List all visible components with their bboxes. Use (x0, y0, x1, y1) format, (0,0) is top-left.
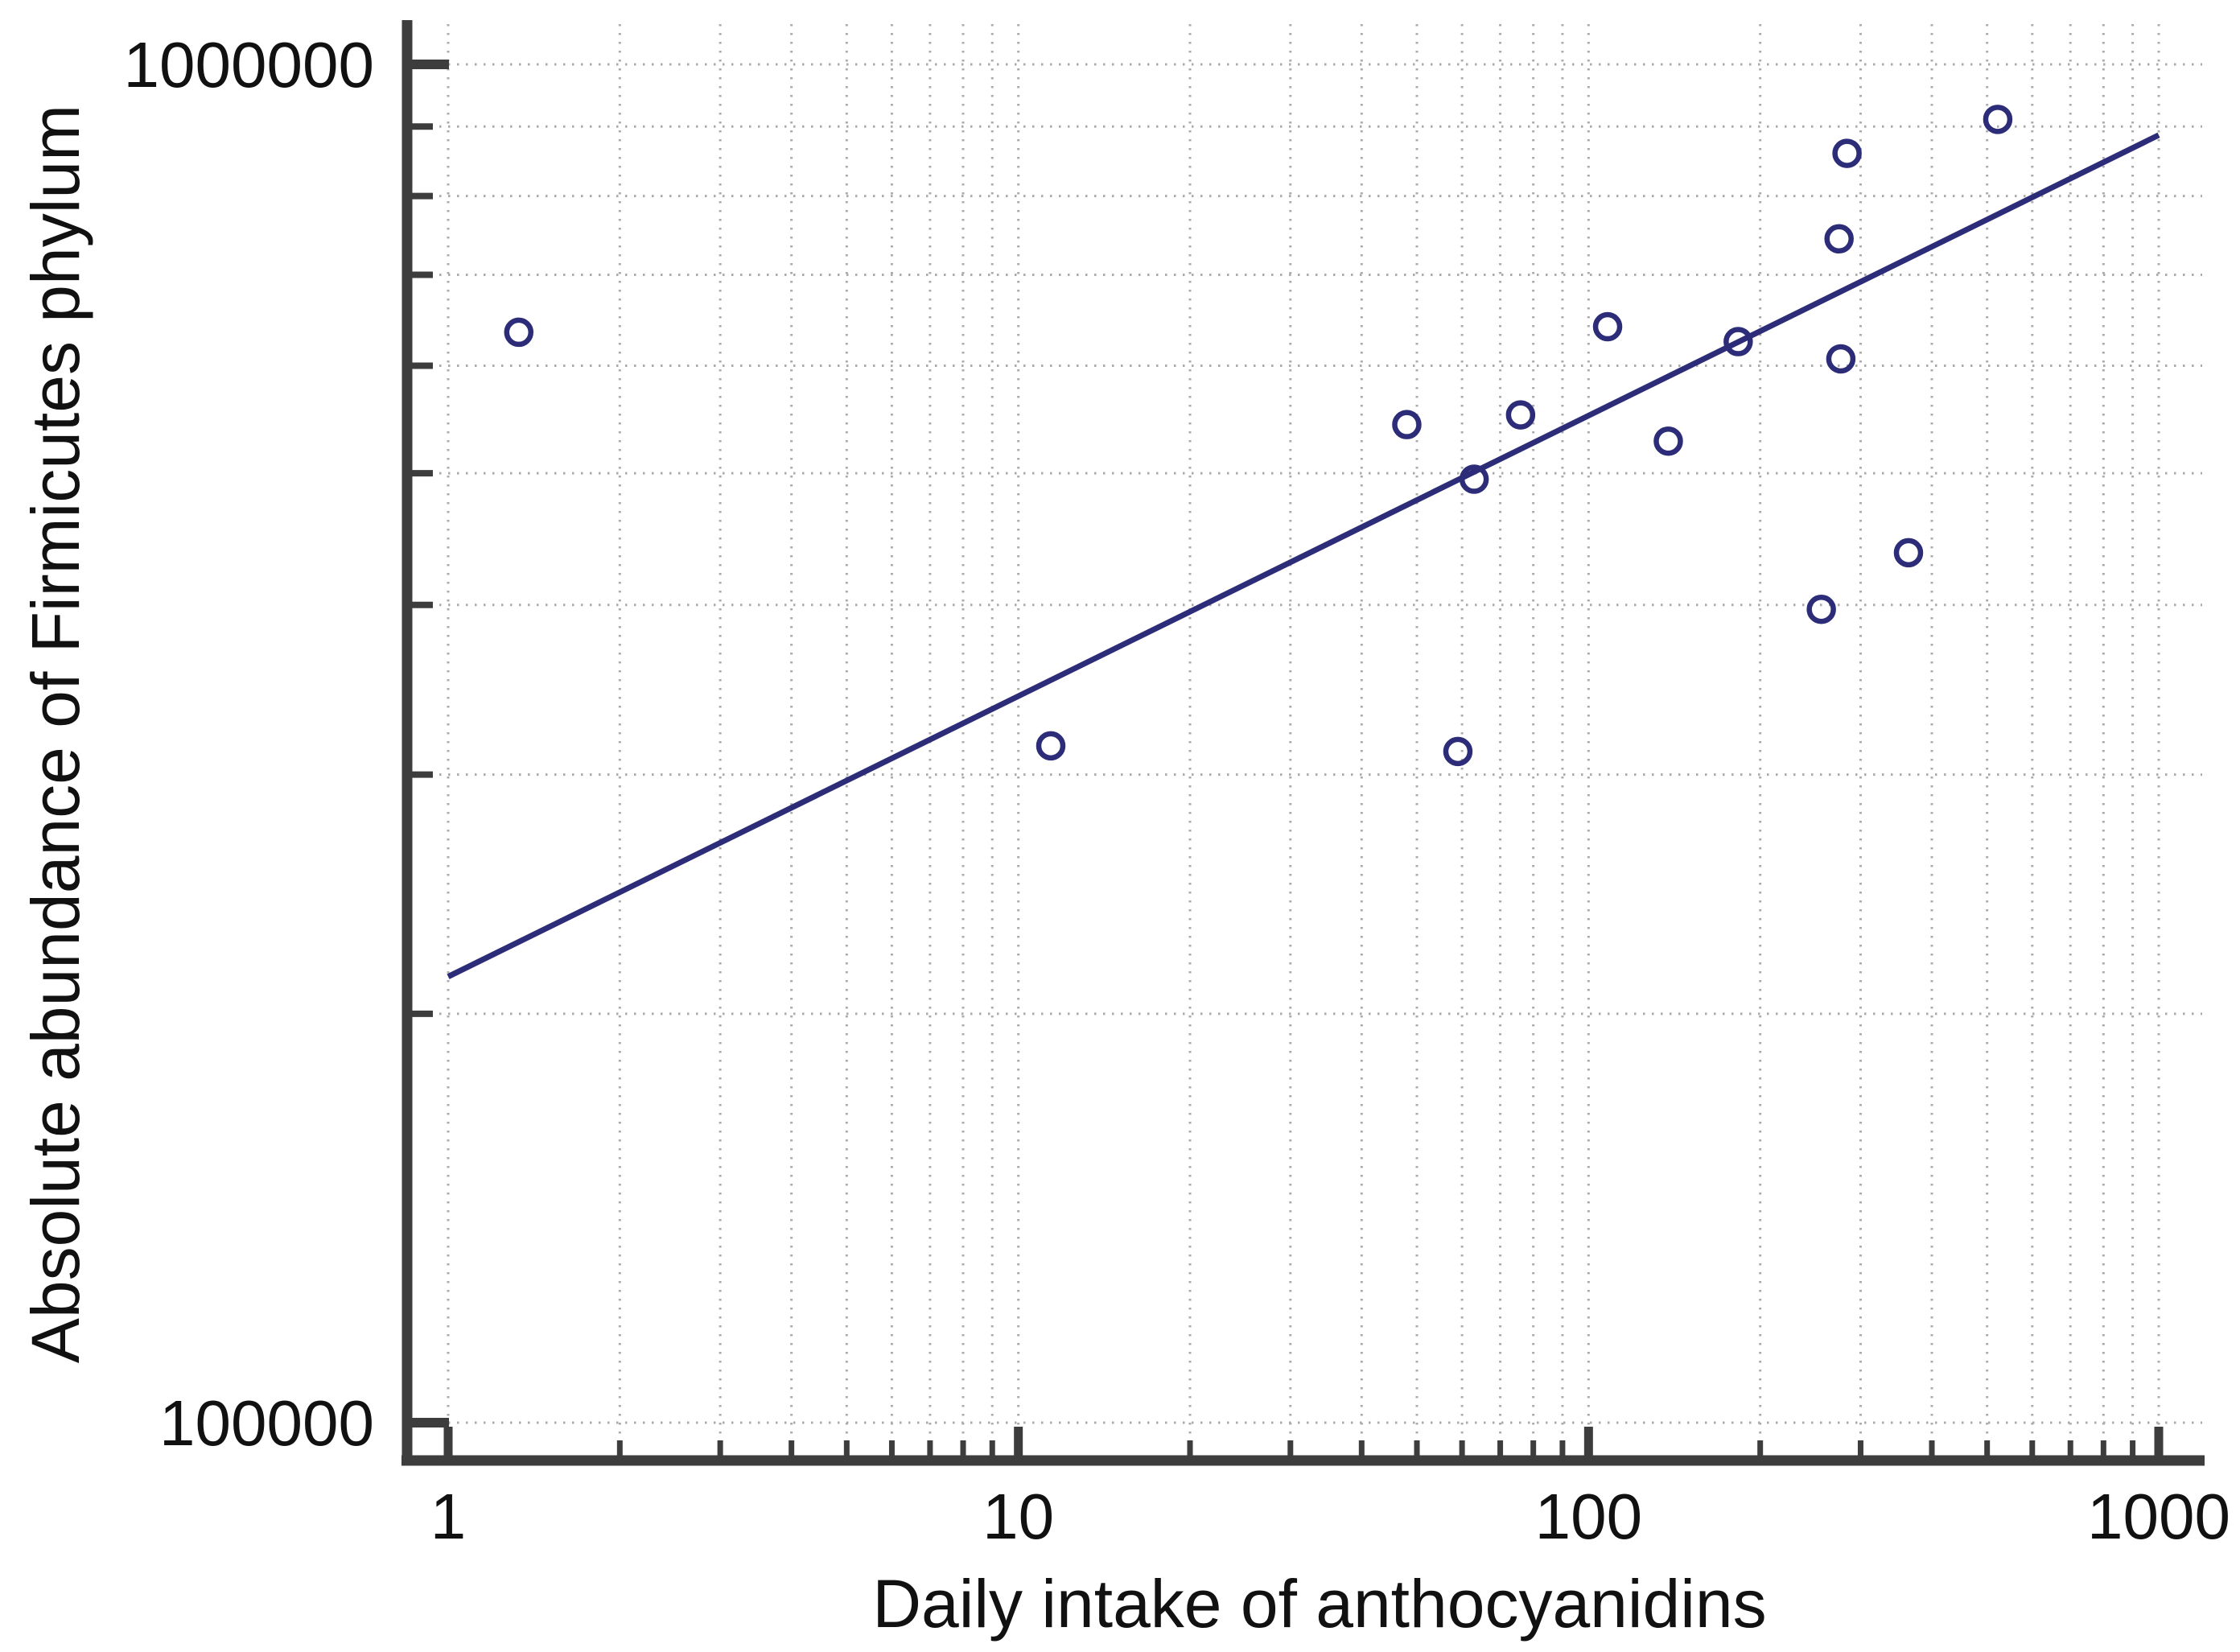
data-point (1983, 105, 2013, 134)
data-point (1392, 410, 1422, 439)
axes (401, 20, 2205, 1466)
data-series (447, 105, 2160, 979)
data-point (1832, 138, 1862, 168)
gridlines (404, 24, 2202, 1460)
data-point (1653, 426, 1683, 456)
x-tick-label: 1 (430, 1481, 467, 1552)
data-point (1036, 731, 1066, 761)
data-point (1806, 594, 1836, 624)
x-tick-label: 1000 (2087, 1481, 2230, 1552)
trend-line (447, 132, 2160, 979)
x-axis-title: Daily intake of anthocyanidins (872, 1566, 1766, 1642)
y-tick-label: 1000000 (124, 29, 374, 101)
tick-labels: 1 10 100 1000 100000 1000000 (124, 29, 2230, 1552)
x-tick-label: 100 (1535, 1481, 1642, 1552)
x-tick-label: 10 (982, 1481, 1054, 1552)
data-point (1592, 311, 1623, 342)
data-point (1826, 344, 1856, 374)
y-tick-label: 100000 (159, 1387, 374, 1459)
data-point (504, 317, 534, 348)
data-point (1723, 327, 1753, 356)
data-point (1893, 538, 1924, 568)
data-point (1505, 400, 1536, 430)
y-axis-title: Absolute abundance of Firmicutes phylum (18, 105, 93, 1363)
axis-ticks (407, 60, 2164, 1460)
data-point (1443, 736, 1473, 767)
data-point (1824, 224, 1854, 254)
